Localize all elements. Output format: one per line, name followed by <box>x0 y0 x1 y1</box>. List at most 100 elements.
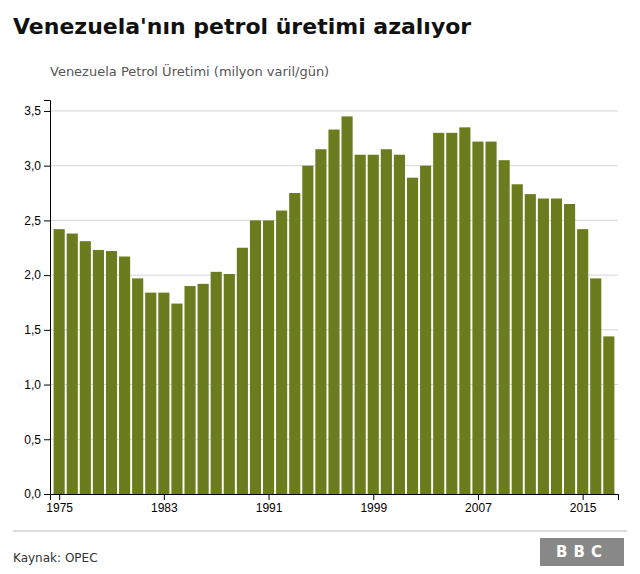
x-tick-label: 1999 <box>360 501 387 515</box>
bar <box>368 155 379 494</box>
grid <box>50 111 618 494</box>
x-tick-label: 1983 <box>151 501 178 515</box>
x-tick: 1999 <box>360 494 387 515</box>
subtitle: Venezuela Petrol Üretimi (milyon varil/g… <box>50 63 329 79</box>
y-tick: 1,0 <box>24 378 50 392</box>
y-tick-mark <box>44 385 50 386</box>
bar <box>198 284 209 494</box>
y-tick-label: 0,0 <box>24 487 41 501</box>
x-tick-mark <box>478 494 479 500</box>
bar <box>237 248 248 494</box>
title: Venezuela'nın petrol üretimi azalıyor <box>13 14 471 39</box>
bar <box>381 149 392 494</box>
y-tick-mark <box>44 220 50 221</box>
bar <box>355 155 366 494</box>
bar <box>315 149 326 494</box>
source: Kaynak: OPEC <box>13 551 98 565</box>
bar <box>184 286 195 494</box>
y-tick-mark <box>44 330 50 331</box>
y-tick-mark <box>44 111 50 112</box>
y-tick-label: 0,5 <box>24 433 41 447</box>
bar <box>106 251 117 494</box>
bar <box>289 193 300 494</box>
bar <box>119 257 130 494</box>
bar <box>564 204 575 494</box>
x-tick-mark <box>269 494 270 500</box>
y-tick: 3,0 <box>24 159 50 173</box>
x-tick-mark <box>59 494 60 500</box>
bar <box>551 199 562 495</box>
x-tick-mark <box>583 494 584 500</box>
bar <box>472 142 483 494</box>
y-tick-label: 2,5 <box>24 214 41 228</box>
x-tick-label: 2007 <box>465 501 492 515</box>
bar <box>224 274 235 494</box>
bar <box>342 116 353 494</box>
logo: BBC <box>540 538 624 566</box>
x-tick: 2015 <box>570 494 597 515</box>
bar <box>538 199 549 495</box>
y-axis-line <box>44 101 51 495</box>
bar <box>171 304 182 494</box>
x-axis: 1975 1983 1991 1999 2007 2015 <box>46 494 618 515</box>
bar <box>407 178 418 494</box>
y-tick-label: 3,5 <box>24 104 41 118</box>
bar <box>485 142 496 494</box>
bar <box>302 166 313 494</box>
chart: Venezuela'nın petrol üretimi azalıyor Ven… <box>0 0 640 574</box>
bar <box>433 133 444 494</box>
x-tick: 1991 <box>256 494 283 515</box>
bar <box>459 127 470 494</box>
logo-box <box>540 538 624 566</box>
y-tick-label: 2,0 <box>24 268 41 282</box>
y-tick-mark <box>44 494 50 495</box>
bar <box>54 229 65 494</box>
x-tick: 1983 <box>151 494 178 515</box>
bar <box>263 220 274 494</box>
bar <box>158 293 169 494</box>
x-tick-label: 1991 <box>256 501 283 515</box>
bar <box>603 336 614 494</box>
x-tick-mark <box>164 494 165 500</box>
y-tick: 1,5 <box>24 323 50 337</box>
bar <box>446 133 457 494</box>
y-tick: 0,0 <box>24 487 50 501</box>
chart-container: Venezuela'nın petrol üretimi azalıyor Ven… <box>0 0 640 574</box>
y-tick-mark <box>44 439 50 440</box>
y-tick: 2,5 <box>24 214 50 228</box>
bar <box>276 211 287 494</box>
bar <box>420 166 431 494</box>
grid-line <box>50 110 618 111</box>
x-tick-label: 1975 <box>46 501 73 515</box>
y-tick: 0,5 <box>24 433 50 447</box>
bars <box>54 116 615 494</box>
y-tick: 3,5 <box>24 104 50 118</box>
x-axis-line <box>51 495 619 501</box>
bar <box>590 278 601 494</box>
x-tick: 1975 <box>46 494 73 515</box>
bar <box>67 234 78 494</box>
bar <box>525 194 536 494</box>
x-tick-label: 2015 <box>570 501 597 515</box>
y-tick-label: 3,0 <box>24 159 41 173</box>
bar <box>145 293 156 494</box>
bar <box>132 278 143 494</box>
bar <box>250 220 261 494</box>
logo-text: BBC <box>556 543 608 561</box>
bar <box>394 155 405 494</box>
y-tick-label: 1,5 <box>24 323 41 337</box>
bar <box>328 130 339 494</box>
footer-separator <box>13 531 627 532</box>
y-axis: 0,0 0,5 1,0 1,5 2,0 2,5 3,0 3,5 <box>24 101 50 502</box>
x-tick: 2007 <box>465 494 492 515</box>
bar <box>512 184 523 494</box>
x-tick-mark <box>373 494 374 500</box>
bar <box>499 160 510 494</box>
y-tick-label: 1,0 <box>24 378 41 392</box>
bar <box>93 250 104 494</box>
bar <box>80 241 91 494</box>
y-tick: 2,0 <box>24 268 50 282</box>
bar <box>211 272 222 494</box>
y-tick-mark <box>44 275 50 276</box>
bar <box>577 229 588 494</box>
